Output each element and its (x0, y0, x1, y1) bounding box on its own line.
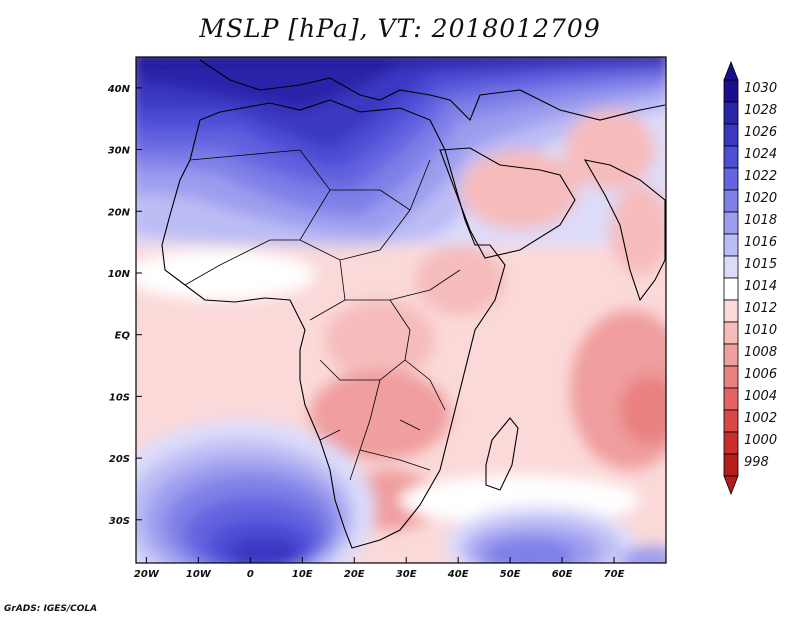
colorbar-swatch (723, 365, 739, 389)
credit-text: GrADS: IGES/COLA (4, 604, 98, 614)
africa-coastline (161, 99, 506, 549)
pressure-field (136, 57, 666, 563)
arabia-coastline (439, 147, 576, 259)
colorbar-label: 1016 (744, 235, 777, 250)
colorbar-swatch (723, 189, 739, 213)
y-tick-label: 30N (108, 146, 131, 157)
india-coastline (583, 159, 666, 302)
colorbar-swatch (723, 255, 739, 279)
colorbar-label: 1008 (744, 345, 777, 360)
x-tick-label: 60E (552, 569, 573, 580)
colorbar-swatch (723, 387, 739, 411)
colorbar-swatch (723, 409, 739, 433)
colorbar-swatch (723, 431, 739, 455)
colorbar-label: 1022 (744, 169, 777, 184)
colorbar-swatch (723, 299, 739, 323)
colorbar-label: 1015 (744, 257, 777, 272)
europe-coastline (199, 59, 666, 121)
colorbar-label: 1010 (744, 323, 777, 338)
colorbar-label: 998 (744, 455, 769, 470)
x-tick-label: 10W (186, 569, 212, 580)
colorbar-swatch (723, 343, 739, 367)
y-tick-label: 30S (109, 516, 130, 527)
plot-title: MSLP [hPa], VT: 2018012709 (199, 14, 601, 43)
colorbar-swatch (723, 233, 739, 257)
colorbar-swatch (723, 277, 739, 301)
colorbar-swatch (723, 145, 739, 169)
colorbar-label: 1000 (744, 433, 777, 448)
colorbar-swatch (723, 211, 739, 235)
y-tick-label: 20S (109, 454, 130, 465)
x-tick-label: 10E (292, 569, 313, 580)
x-tick-label: 20W (134, 569, 160, 580)
x-tick-label: 70E (604, 569, 625, 580)
colorbar-swatch (723, 101, 739, 125)
colorbar-bottom-arrow (723, 475, 739, 496)
colorbar-label: 1014 (744, 279, 777, 294)
x-tick-label: 50E (500, 569, 521, 580)
colorbar-label: 1004 (744, 389, 777, 404)
x-tick-label: 0 (247, 569, 254, 580)
y-tick-label: 10S (109, 392, 130, 403)
coastline-layer (161, 59, 666, 549)
colorbar-label: 1018 (744, 213, 777, 228)
x-axis: 20W 10W 0 10E 20E 30E 40E 50E 60E 70E (134, 557, 625, 580)
colorbar-label: 1020 (744, 191, 777, 206)
y-tick-label: 40N (107, 84, 131, 95)
colorbar-label: 1006 (744, 367, 777, 382)
x-tick-label: 40E (447, 569, 469, 580)
colorbar-swatch (723, 453, 739, 477)
colorbar-label: 1030 (744, 81, 777, 96)
x-tick-label: 30E (396, 569, 417, 580)
colorbar-label: 1024 (744, 147, 777, 162)
colorbar-top-arrow (723, 60, 739, 81)
colorbar-label: 1012 (744, 301, 777, 316)
y-tick-label: EQ (115, 331, 131, 342)
colorbar-swatch (723, 321, 739, 345)
colorbar-label: 1002 (744, 411, 777, 426)
plot-frame (135, 56, 667, 564)
colorbar: 1030 1028 1026 1024 1022 1020 1018 1016 1015 1014… (723, 60, 777, 496)
y-tick-label: 10N (108, 269, 131, 280)
y-tick-label: 20N (108, 207, 131, 218)
madagascar-coastline (485, 417, 519, 491)
borders (184, 149, 461, 481)
colorbar-swatch (723, 79, 739, 103)
y-axis: 40N 30N 20N 10N EQ 10S 20S 30S (107, 84, 142, 527)
colorbar-label: 1028 (744, 103, 777, 118)
colorbar-swatch (723, 167, 739, 191)
x-tick-label: 20E (344, 569, 365, 580)
colorbar-label: 1026 (744, 125, 777, 140)
colorbar-swatch (723, 123, 739, 147)
